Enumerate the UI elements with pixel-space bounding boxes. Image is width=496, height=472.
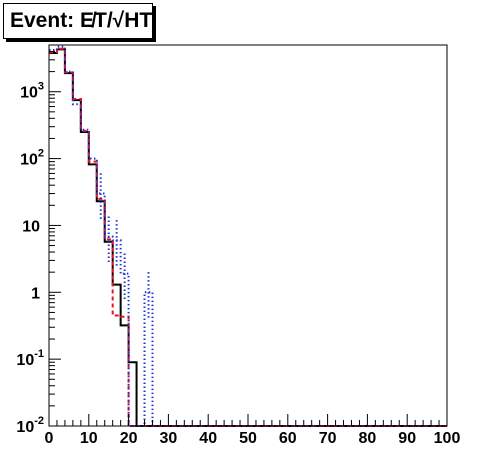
y-tick-label: 10-2: [16, 415, 44, 436]
plot-frame: [48, 44, 448, 427]
title-box: Event: E̸T/√HT: [3, 3, 153, 39]
x-tick-label: 50: [239, 430, 257, 447]
x-tick-label: 10: [80, 430, 98, 447]
series-line-3: [49, 45, 447, 427]
plot-frame-bg: [49, 45, 447, 426]
series-layer: [49, 45, 447, 427]
y-tick-label: 10-1: [16, 348, 44, 369]
x-tick-label: 30: [160, 430, 178, 447]
x-tick-label: 100: [434, 430, 461, 447]
x-tick-label: 80: [359, 430, 377, 447]
x-tick-label: 70: [319, 430, 337, 447]
x-tick-label: 20: [120, 430, 138, 447]
x-tick-label: 0: [45, 430, 54, 447]
y-tick-label: 1: [31, 285, 40, 302]
y-tick-label: 102: [20, 148, 44, 169]
x-tick-label: 40: [199, 430, 217, 447]
x-tick-label: 60: [279, 430, 297, 447]
chart-title: Event: E̸T/√HT: [10, 9, 153, 32]
y-tick-label: 103: [20, 81, 44, 102]
y-tick-label: 10: [22, 218, 40, 235]
x-tick-label: 90: [398, 430, 416, 447]
